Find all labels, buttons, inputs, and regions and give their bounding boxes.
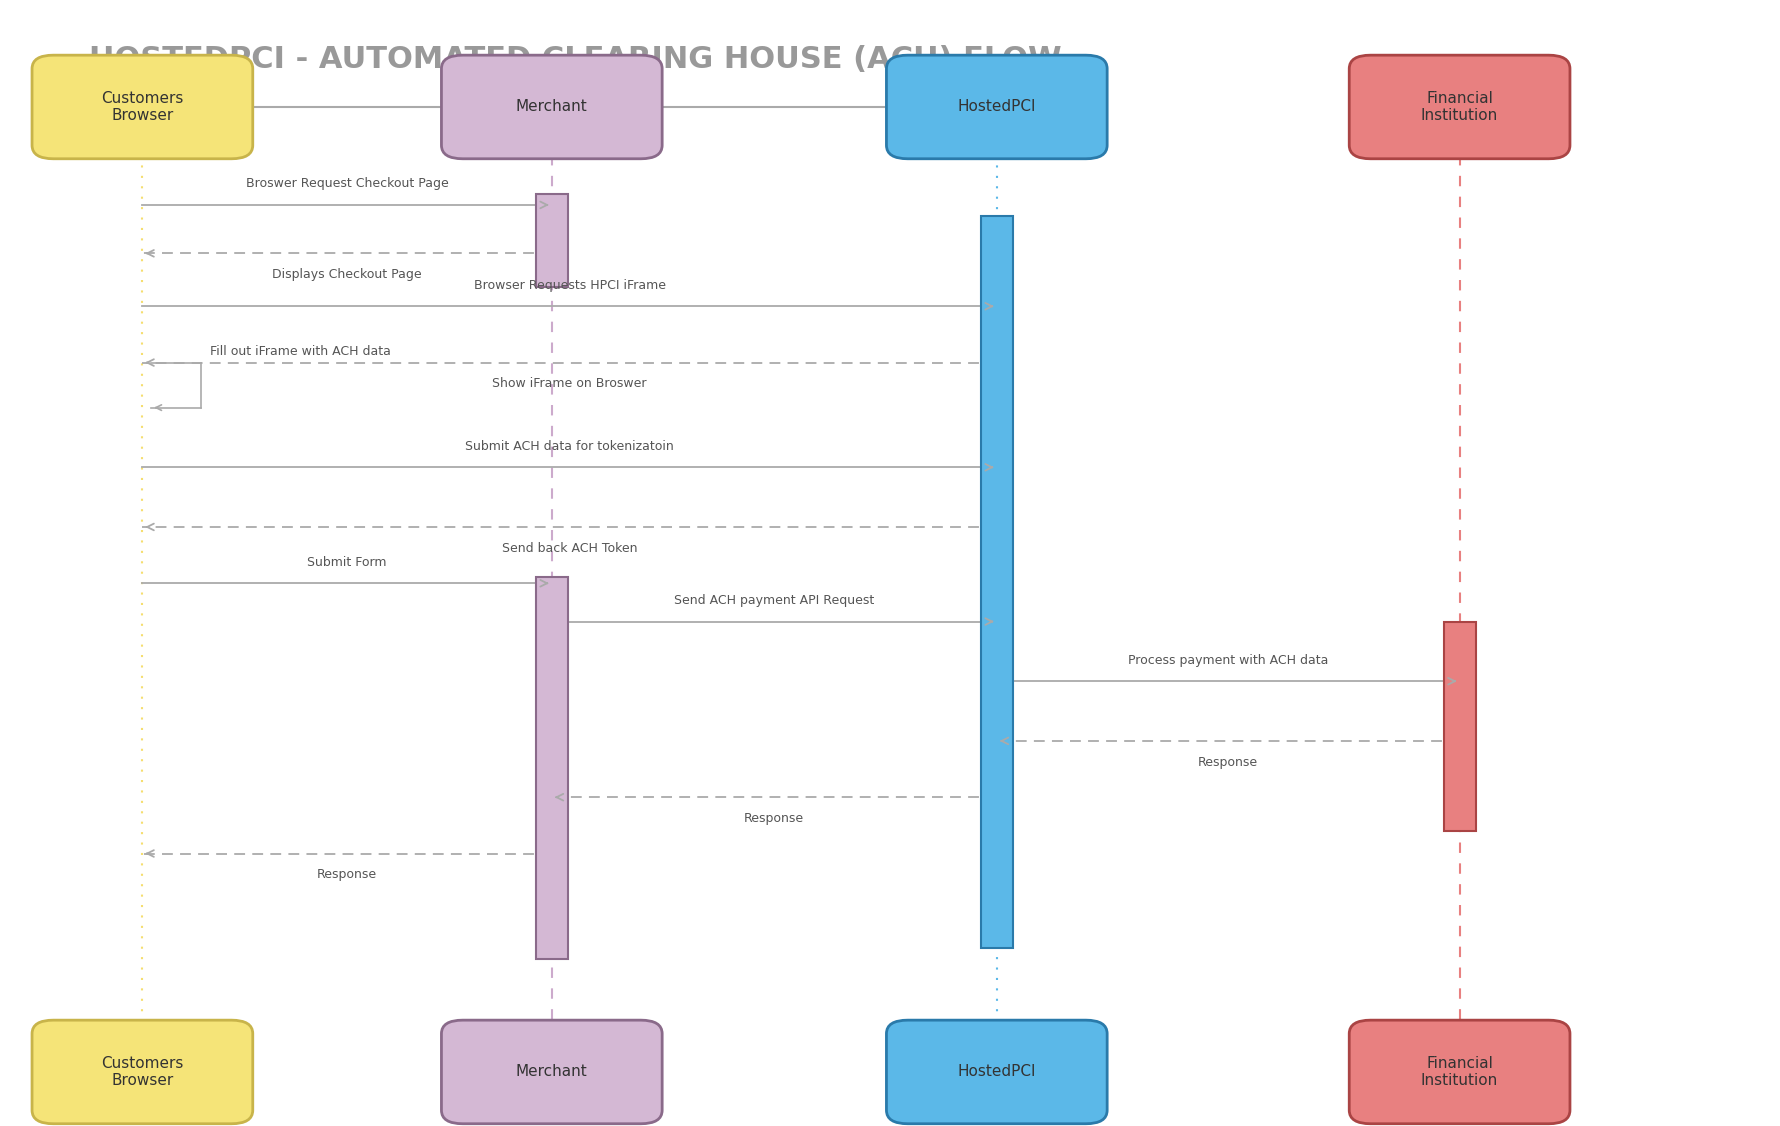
FancyBboxPatch shape bbox=[886, 55, 1107, 159]
Text: Displays Checkout Page: Displays Checkout Page bbox=[272, 268, 422, 282]
Text: Response: Response bbox=[744, 812, 805, 825]
FancyBboxPatch shape bbox=[536, 577, 568, 959]
Text: Submit Form: Submit Form bbox=[308, 555, 386, 569]
Text: Submit ACH data for tokenizatoin: Submit ACH data for tokenizatoin bbox=[465, 439, 675, 453]
Text: Merchant: Merchant bbox=[516, 99, 587, 115]
FancyBboxPatch shape bbox=[981, 216, 1013, 948]
FancyBboxPatch shape bbox=[441, 55, 662, 159]
Text: Broswer Request Checkout Page: Broswer Request Checkout Page bbox=[246, 177, 449, 190]
FancyBboxPatch shape bbox=[441, 1020, 662, 1124]
Text: HostedPCI: HostedPCI bbox=[958, 1064, 1036, 1080]
FancyBboxPatch shape bbox=[1349, 1020, 1570, 1124]
Text: Browser Requests HPCI iFrame: Browser Requests HPCI iFrame bbox=[473, 278, 666, 292]
FancyBboxPatch shape bbox=[1444, 622, 1476, 831]
Text: Customers
Browser: Customers Browser bbox=[101, 91, 183, 123]
FancyBboxPatch shape bbox=[1349, 55, 1570, 159]
Text: Fill out iFrame with ACH data: Fill out iFrame with ACH data bbox=[210, 345, 392, 358]
FancyBboxPatch shape bbox=[32, 1020, 253, 1124]
Text: Send back ACH Token: Send back ACH Token bbox=[502, 542, 637, 555]
FancyBboxPatch shape bbox=[32, 55, 253, 159]
Text: HOSTEDPCI - AUTOMATED CLEARING HOUSE (ACH) FLOW: HOSTEDPCI - AUTOMATED CLEARING HOUSE (AC… bbox=[89, 45, 1061, 74]
Text: Send ACH payment API Request: Send ACH payment API Request bbox=[675, 593, 874, 607]
Text: Response: Response bbox=[317, 868, 377, 882]
Text: Merchant: Merchant bbox=[516, 1064, 587, 1080]
Text: Process payment with ACH data: Process payment with ACH data bbox=[1129, 653, 1328, 667]
Text: HostedPCI: HostedPCI bbox=[958, 99, 1036, 115]
Text: Response: Response bbox=[1198, 756, 1258, 769]
Text: Financial
Institution: Financial Institution bbox=[1420, 1056, 1499, 1088]
Text: Financial
Institution: Financial Institution bbox=[1420, 91, 1499, 123]
Text: Show iFrame on Broswer: Show iFrame on Broswer bbox=[493, 377, 646, 391]
FancyBboxPatch shape bbox=[536, 194, 568, 287]
FancyBboxPatch shape bbox=[886, 1020, 1107, 1124]
Text: Customers
Browser: Customers Browser bbox=[101, 1056, 183, 1088]
